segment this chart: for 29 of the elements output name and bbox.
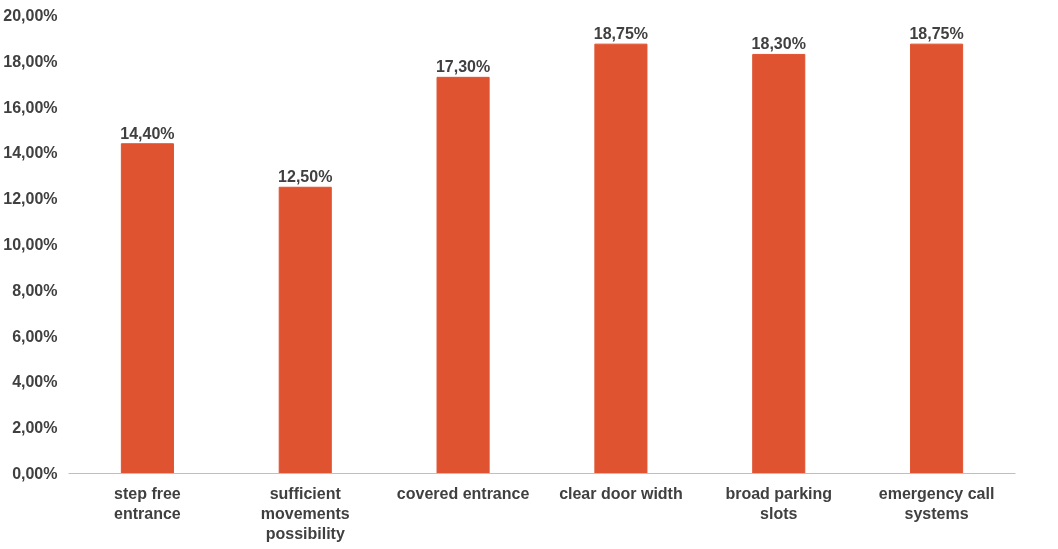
bar (278, 186, 332, 474)
y-tick-label: 16,00% (3, 98, 58, 116)
data-label: 18,75% (593, 25, 649, 43)
bar (910, 43, 964, 474)
x-tick-label: sufficient movements possibility (260, 484, 350, 543)
y-tick-label: 20,00% (3, 7, 58, 24)
y-tick-label: 8,00% (12, 281, 58, 299)
y-tick-label: 6,00% (12, 327, 58, 345)
x-tick-label: step free entrance (114, 484, 181, 522)
bar (120, 143, 174, 474)
data-label: 18,75% (909, 25, 964, 43)
bar (594, 43, 648, 474)
y-tick-label: 10,00% (3, 236, 58, 253)
y-tick-label: 0,00% (12, 465, 58, 482)
data-label: 14,40% (120, 124, 175, 142)
y-tick-label: 12,00% (3, 190, 58, 208)
y-tick-label: 2,00% (12, 419, 58, 437)
bar (436, 76, 490, 474)
y-tick-label: 4,00% (12, 373, 58, 391)
data-label: 17,30% (435, 58, 491, 76)
x-tick-label: broad parking slots (725, 484, 833, 522)
y-tick-label: 18,00% (3, 52, 58, 70)
x-tick-label: emergency call systems (878, 484, 995, 522)
x-tick-label: clear door width (559, 484, 683, 502)
bar (752, 53, 806, 474)
y-tick-label: 14,00% (3, 144, 58, 162)
x-tick-label: covered entrance (396, 484, 530, 502)
data-label: 12,50% (278, 168, 333, 186)
data-label: 18,30% (751, 35, 806, 53)
